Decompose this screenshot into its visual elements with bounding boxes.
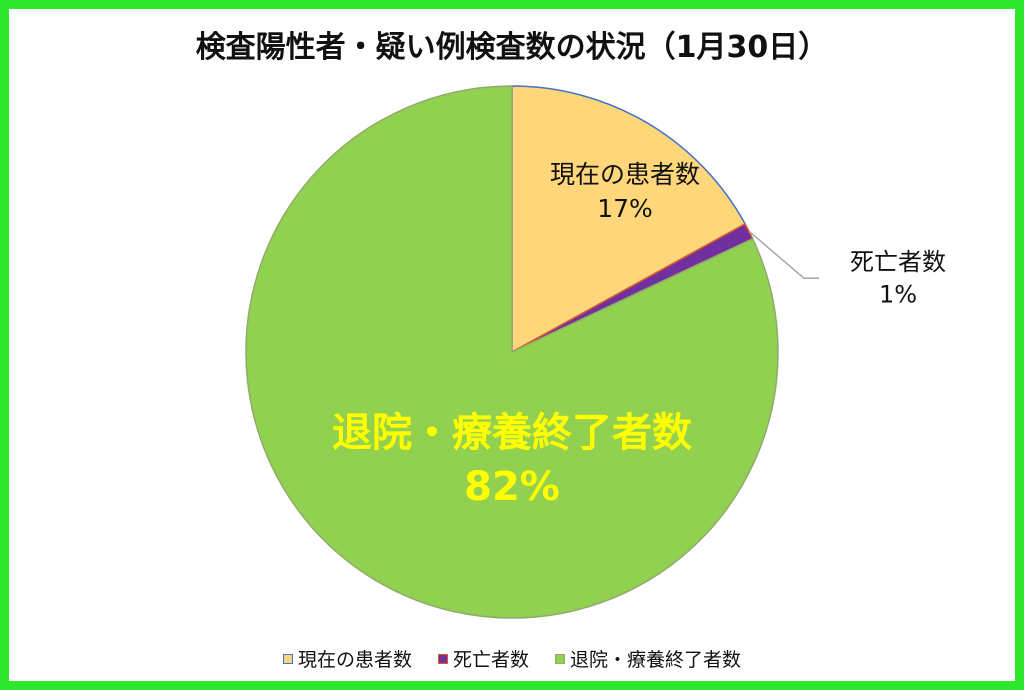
- leader-line-deaths: [748, 230, 820, 279]
- pie-slice-current-patients: [511, 85, 747, 354]
- data-label-discharged: 退院・療養終了者数 82%: [332, 410, 692, 510]
- data-label-deaths: 死亡者数 1%: [850, 248, 946, 308]
- legend-item-current-patients: 現在の患者数: [282, 645, 412, 672]
- pie-slice-discharged: [245, 85, 779, 619]
- legend-item-discharged: 退院・療養終了者数: [555, 645, 741, 672]
- legend-label-discharged: 退院・療養終了者数: [570, 649, 742, 671]
- legend-swatch-discharged: [555, 653, 565, 664]
- legend-item-deaths: 死亡者数: [437, 645, 529, 672]
- legend-swatch-current-patients: [282, 653, 293, 664]
- legend-swatch-deaths: [437, 653, 448, 664]
- data-label-current-patients: 現在の患者数 17%: [550, 160, 700, 223]
- legend: 現在の患者数 死亡者数 退院・療養終了者数: [0, 645, 1024, 672]
- chart-title: 検査陽性者・疑い例検査数の状況（1月30日）: [195, 30, 829, 65]
- legend-label-deaths: 死亡者数: [452, 649, 529, 671]
- legend-label-current-patients: 現在の患者数: [297, 649, 412, 671]
